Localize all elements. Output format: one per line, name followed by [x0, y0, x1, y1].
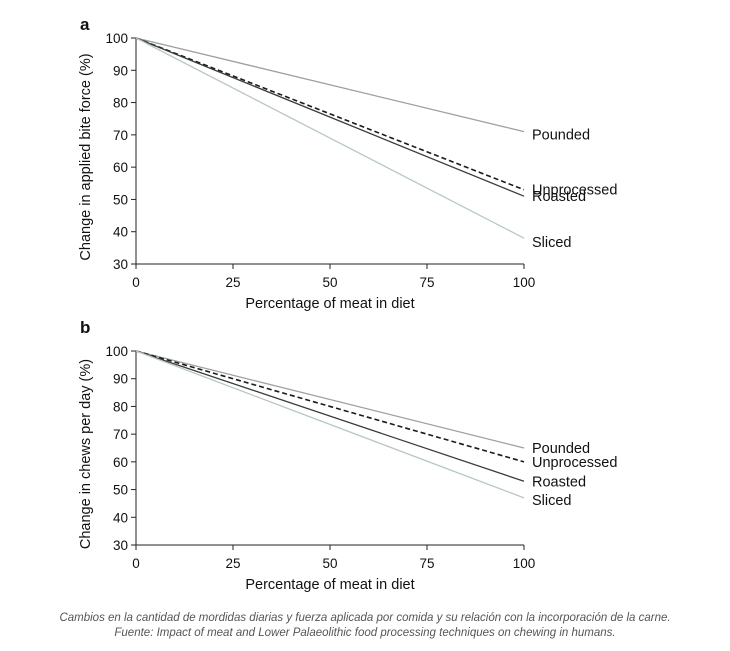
panel-a-y-tick-label: 80: [113, 96, 128, 111]
panel-a-y-tick-label: 70: [113, 128, 128, 143]
panel-a-series-sliced-label: Sliced: [532, 235, 572, 251]
panel-a-y-tick-label: 60: [113, 160, 128, 175]
panel-a-x-tick-label: 0: [132, 275, 140, 290]
panel-a-series-unprocessed-label: Unprocessed: [532, 183, 617, 199]
panel-a-series-roasted-line: [135, 37, 525, 197]
panel-b-series-pounded-label: Pounded: [532, 441, 590, 457]
panel-a-x-tick-label: 50: [322, 275, 337, 290]
panel-b-y-tick-label: 100: [105, 344, 128, 359]
panel-b-series-roasted-line: [135, 350, 525, 482]
figure: a 30 40 50 60 70 80 90 100 0 25 50 75 100 Percentage o…: [78, 15, 617, 593]
panel-b-y-tick-label: 70: [113, 427, 128, 442]
panel-b-y-axis-label: Change in chews per day (%): [78, 359, 94, 549]
panel-a-series-sliced-line: [135, 37, 525, 239]
panel-b-y-tick-label: 60: [113, 455, 128, 470]
panel-b-x-tick-label: 0: [132, 556, 140, 571]
panel-a-y-tick-label: 40: [113, 225, 128, 240]
panel-b-x-tick-label: 25: [225, 556, 240, 571]
panel-b-series-unprocessed-line: [135, 350, 525, 463]
figure-caption: Cambios en la cantidad de mordidas diari…: [59, 612, 671, 639]
panel-b-y-tick-label: 40: [113, 510, 128, 525]
panel-b-series-roasted-label: Roasted: [532, 474, 586, 490]
panel-a-y-tick-label: 100: [105, 31, 128, 46]
panel-a-letter: a: [80, 15, 90, 34]
panel-a-y-tick-label: 90: [113, 63, 128, 78]
panel-a-x-tick-label: 100: [513, 275, 536, 290]
panel-b-series-unprocessed-label: Unprocessed: [532, 455, 617, 471]
panel-b-y-tick-label: 90: [113, 372, 128, 387]
panel-a-y-tick-label: 50: [113, 192, 128, 207]
panel-b-series-sliced-label: Sliced: [532, 493, 572, 509]
panel-a-y-tick-label: 30: [113, 257, 128, 272]
panel-a-y-axis-label: Change in applied bite force (%): [78, 53, 94, 260]
panel-a-x-tick-label: 75: [419, 275, 434, 290]
panel-b-letter: b: [80, 318, 90, 337]
panel-a-x-axis-label: Percentage of meat in diet: [245, 296, 414, 312]
panel-a-series-pounded-label: Pounded: [532, 128, 590, 144]
panel-a-x-tick-label: 25: [225, 275, 240, 290]
panel-a-series-roasted-label: Roasted: [532, 189, 586, 205]
panel-b-y-tick-label: 80: [113, 399, 128, 414]
panel-b-y-tick-label: 30: [113, 538, 128, 553]
panel-b-x-tick-label: 100: [513, 556, 536, 571]
panel-b-series-sliced-line: [135, 350, 525, 499]
panel-b-x-tick-label: 75: [419, 556, 434, 571]
panel-b-y-tick-label: 50: [113, 483, 128, 498]
panel-b-x-tick-label: 50: [322, 556, 337, 571]
panel-b-x-axis-label: Percentage of meat in diet: [245, 577, 414, 593]
panel-b-series-pounded-line: [135, 350, 525, 449]
panel-a-series-unprocessed-line: [135, 37, 525, 191]
panel-a-series-pounded-line: [135, 37, 525, 133]
